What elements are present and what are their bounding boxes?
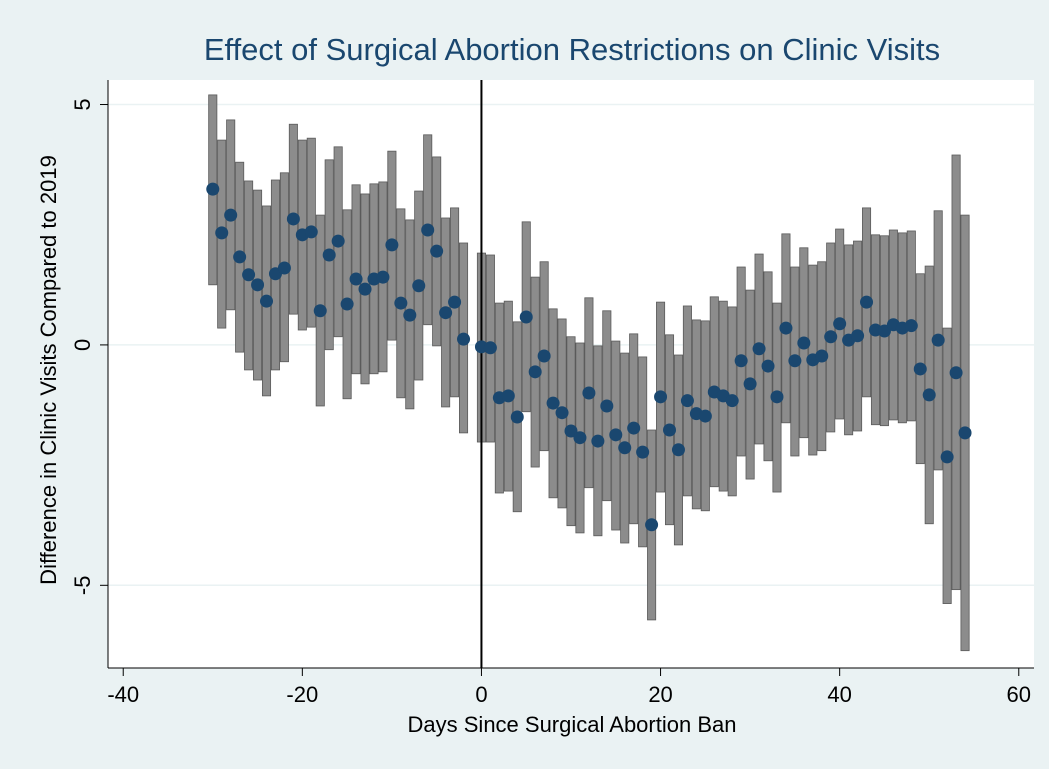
point [958,426,972,440]
point [448,295,462,309]
point [860,295,874,309]
point [286,212,300,226]
point [573,431,587,445]
point [815,349,829,363]
y-tick-label: 0 [70,339,95,351]
point [851,329,865,343]
point [734,354,748,368]
point [412,279,426,293]
point [322,248,336,262]
point [546,396,560,410]
chart-title: Effect of Surgical Abortion Restrictions… [204,32,940,67]
point [824,330,838,344]
point [358,282,372,296]
point [609,428,623,442]
x-tick-label: -20 [286,682,318,707]
point [797,336,811,350]
point [582,386,596,400]
point [215,226,229,240]
point [698,409,712,423]
point [680,394,694,408]
point [340,297,354,311]
point [833,317,847,331]
point [421,223,435,237]
point [349,272,363,286]
point [457,332,471,346]
point [788,354,802,368]
point [385,238,399,252]
x-tick-label: 20 [648,682,672,707]
point [439,306,453,320]
point [313,304,327,318]
point [555,406,569,420]
point [770,390,784,404]
y-tick-label: 5 [70,98,95,110]
point [403,308,417,322]
point [564,424,578,438]
x-tick-label: -40 [107,682,139,707]
x-tick-label: 0 [475,682,487,707]
y-tick-label: -5 [70,576,95,596]
point [618,441,632,455]
point [949,366,963,380]
point [931,333,945,347]
point [483,341,497,355]
x-tick-label: 40 [827,682,851,707]
point [260,294,274,308]
point [913,362,927,376]
point [904,319,918,333]
point [761,359,775,373]
point [277,261,291,275]
point [206,182,220,196]
point [654,390,668,404]
point [430,244,444,258]
point [663,423,677,437]
point [591,434,605,448]
y-axis-label: Difference in Clinic Visits Compared to … [36,155,61,585]
point [376,270,390,284]
point [743,377,757,391]
point [671,443,685,457]
point [922,388,936,402]
confidence-interval [942,327,952,604]
x-axis-label: Days Since Surgical Abortion Ban [408,712,737,737]
x-tick-label: 60 [1007,682,1031,707]
point [627,421,641,435]
point [752,342,766,356]
point [528,365,542,379]
point [242,268,256,282]
point [779,321,793,335]
point [304,225,318,239]
point [725,394,739,408]
point [331,234,345,248]
point [537,349,551,363]
point [600,399,614,413]
point [519,310,533,324]
point [233,250,247,264]
point [636,445,650,459]
point [251,278,265,292]
point [510,410,524,424]
point [501,389,515,403]
point [940,450,954,464]
point [224,208,238,222]
point [645,518,659,532]
point [394,296,408,310]
